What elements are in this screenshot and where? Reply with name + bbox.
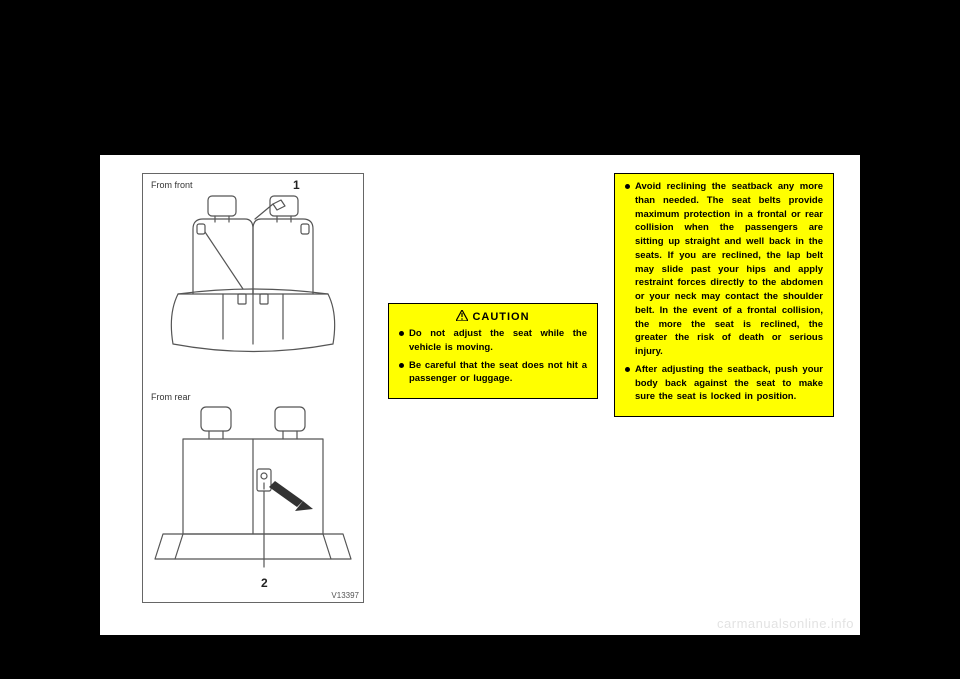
seat-front-icon — [153, 194, 353, 369]
diagram-box: From front 1 — [142, 173, 364, 603]
warning-list: Avoid reclining the seatback any more th… — [625, 180, 823, 404]
label-from-front: From front — [151, 180, 193, 190]
caution-heading-text: CAUTION — [472, 311, 529, 323]
caution-item: Be careful that the seat does not hit a … — [399, 359, 587, 387]
diagram-code: V13397 — [331, 591, 359, 600]
caution-item: Do not adjust the seat while the vehicle… — [399, 327, 587, 355]
warning-item: Avoid reclining the seatback any more th… — [625, 180, 823, 359]
caution-box: CAUTION Do not adjust the seat while the… — [388, 303, 598, 399]
warning-triangle-icon — [456, 310, 468, 321]
page: From front 1 — [100, 155, 860, 635]
caution-list: Do not adjust the seat while the vehicle… — [399, 327, 587, 386]
seat-rear-icon — [153, 399, 353, 579]
warning-item: After adjusting the seatback, push your … — [625, 363, 823, 404]
callout-2: 2 — [261, 576, 268, 590]
caution-heading: CAUTION — [399, 310, 587, 323]
watermark: carmanualsonline.info — [717, 616, 854, 631]
callout-1: 1 — [293, 178, 300, 192]
warning-box: Avoid reclining the seatback any more th… — [614, 173, 834, 417]
